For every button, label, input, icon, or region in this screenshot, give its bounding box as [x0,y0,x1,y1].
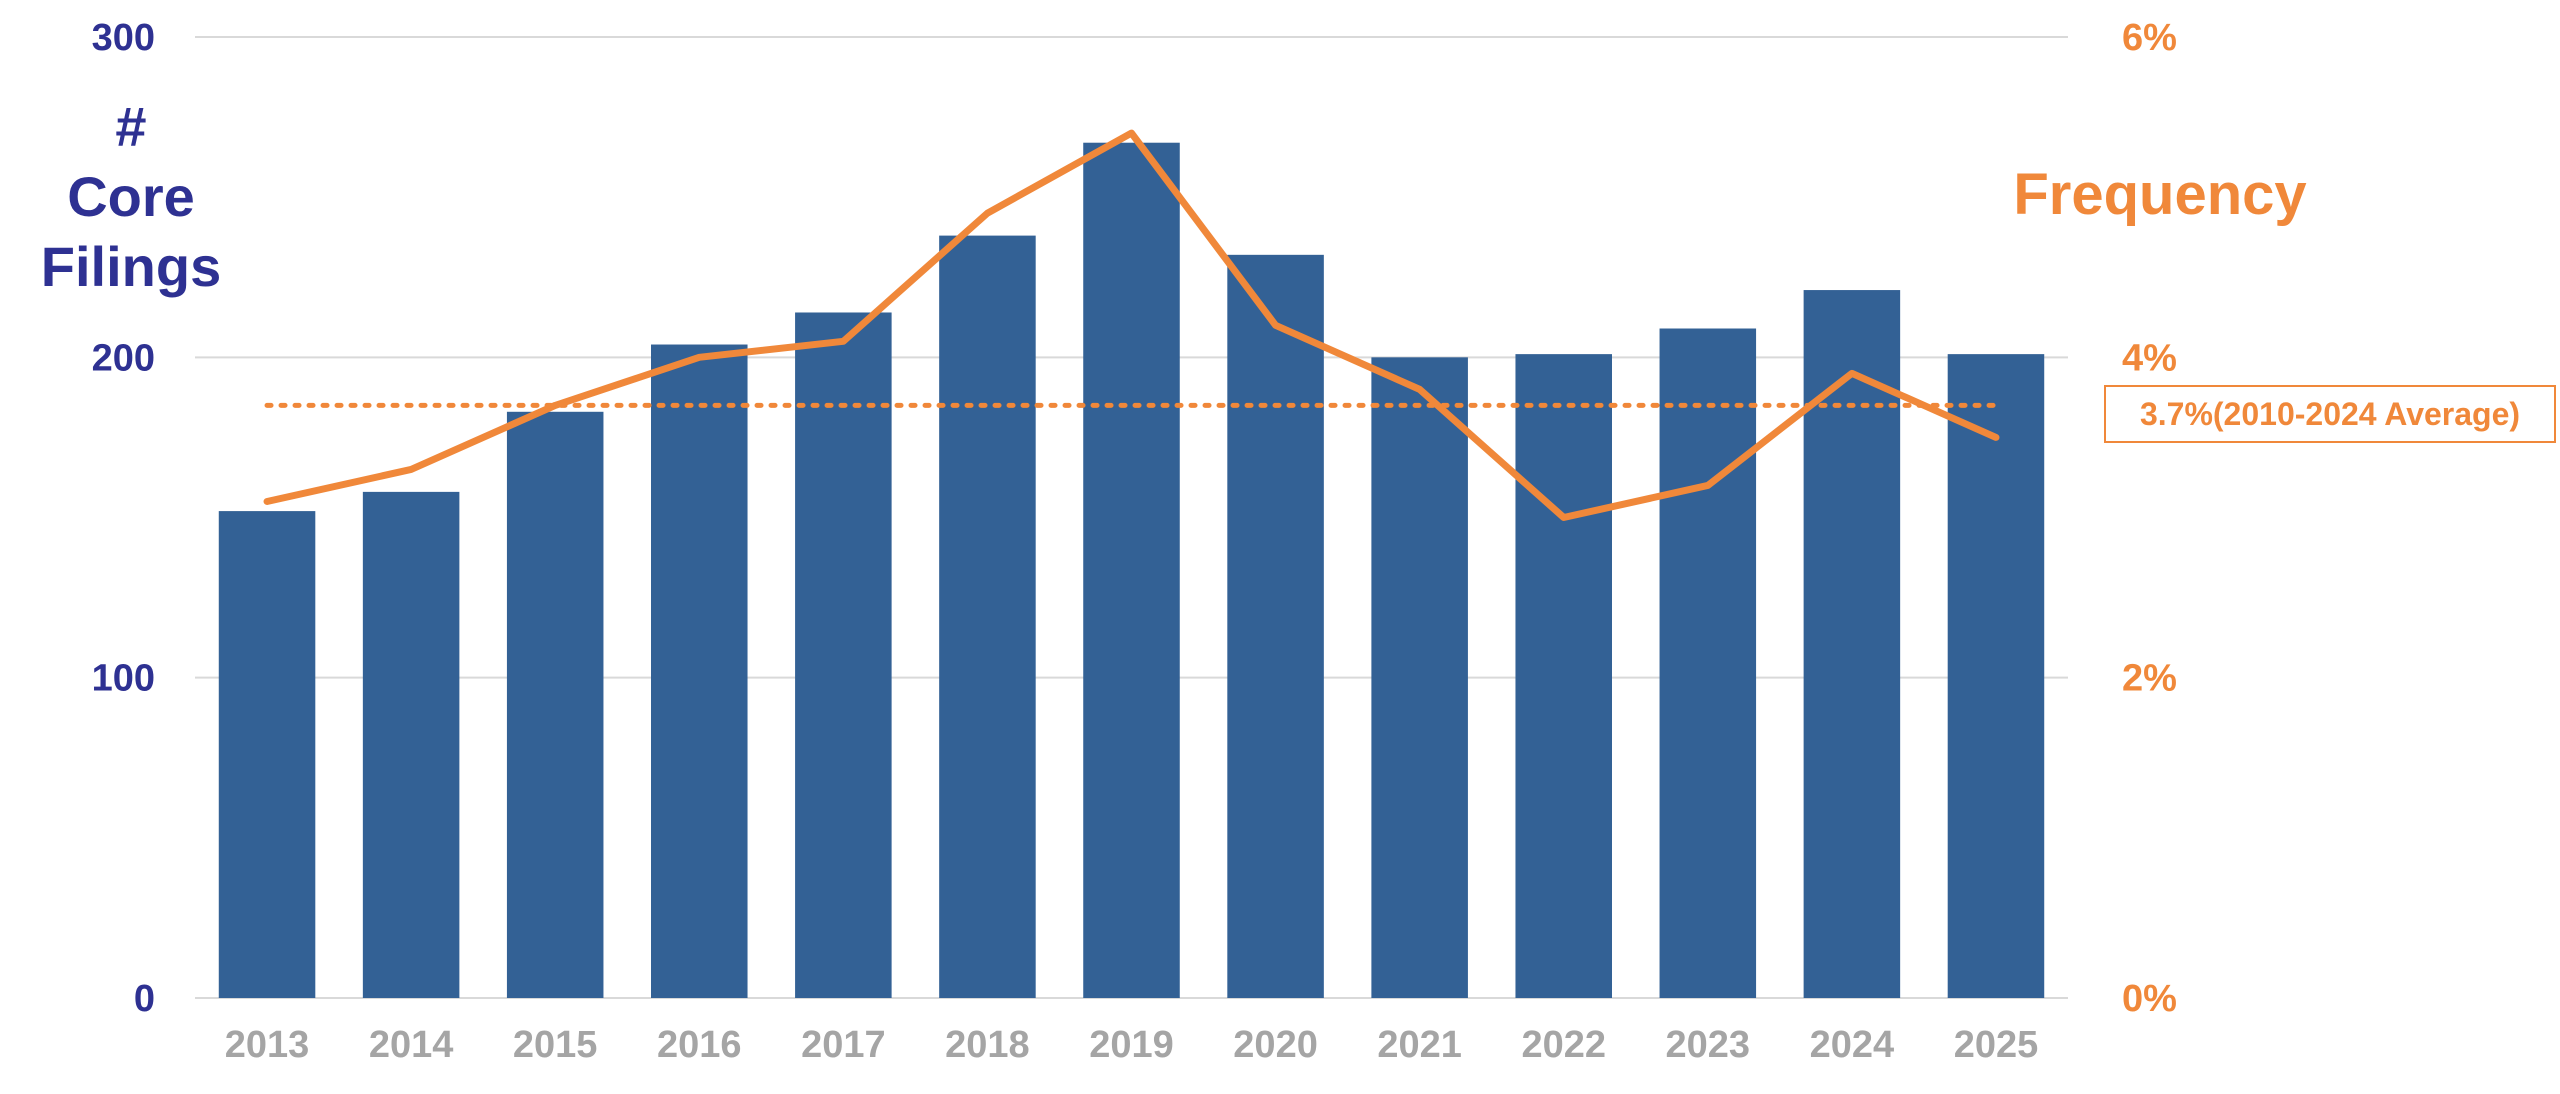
bar [939,236,1036,998]
bar [219,511,316,998]
right-tick-label: 2% [2122,658,2177,700]
left-axis-title-line: # [0,92,262,162]
left-axis-title-line: Filings [0,232,262,302]
bar [363,492,460,998]
x-tick-label: 2019 [1089,1024,1174,1066]
x-axis-ticks: 2013 2014 2015 2016 2017 2018 2019 2020 2021 2022… [225,1024,2038,1066]
x-tick-label: 2022 [1521,1024,1606,1066]
x-tick-label: 2020 [1233,1024,1318,1066]
x-tick-label: 2013 [225,1024,310,1066]
x-tick-label: 2015 [513,1024,598,1066]
bar [1515,354,1612,998]
x-tick-label: 2025 [1954,1024,2039,1066]
x-tick-label: 2017 [801,1024,886,1066]
bar [507,412,604,998]
bar [1371,357,1468,998]
right-tick-label: 4% [2122,337,2177,379]
left-tick-label: 300 [92,17,155,59]
bar [1660,329,1757,998]
x-tick-label: 2021 [1377,1024,1462,1066]
left-tick-label: 0 [134,978,155,1020]
x-tick-label: 2018 [945,1024,1030,1066]
left-axis-title-line: Core [0,162,262,232]
left-tick-label: 200 [92,337,155,379]
left-tick-label: 100 [92,658,155,700]
left-axis-title: # Core Filings [0,92,262,302]
x-tick-label: 2014 [369,1024,454,1066]
average-label-box: 3.7%(2010-2024 Average) [2104,385,2556,443]
right-tick-label: 6% [2122,17,2177,59]
bar [1083,143,1180,998]
bar [651,345,748,998]
bar [1227,255,1324,998]
bar-series [219,143,2044,998]
x-tick-label: 2024 [1810,1024,1895,1066]
bar [1948,354,2045,998]
x-tick-label: 2023 [1666,1024,1751,1066]
right-axis-title: Frequency [1990,160,2330,230]
right-tick-label: 0% [2122,978,2177,1020]
bar [795,312,892,998]
x-tick-label: 2016 [657,1024,742,1066]
